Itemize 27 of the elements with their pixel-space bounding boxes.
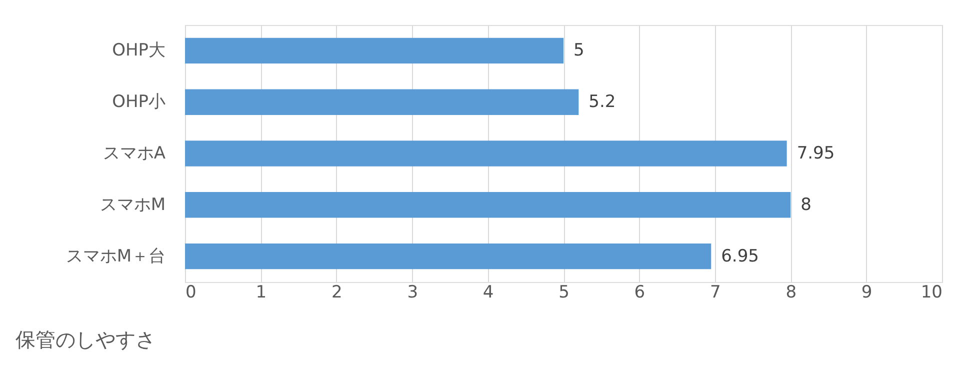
y-tick-label: スマホA [102, 144, 166, 164]
x-axis-title: 保管のしやすさ [16, 328, 156, 352]
bar [185, 89, 579, 115]
x-tick-label: 1 [256, 282, 267, 302]
x-tick-label: 4 [482, 282, 494, 302]
x-tick-label: 8 [786, 282, 797, 302]
x-tick-label: 2 [331, 282, 342, 302]
data-label: 5.2 [588, 92, 616, 112]
x-tick-label: 7 [710, 282, 721, 302]
data-label: 5 [574, 40, 584, 61]
data-label: 7.95 [796, 144, 835, 164]
data-label: 6.95 [721, 246, 759, 266]
bar [185, 192, 791, 218]
y-tick-label: OHP小 [112, 92, 166, 112]
y-tick-label: OHP大 [112, 40, 166, 61]
x-tick-label: 9 [861, 282, 872, 302]
x-tick-label: 10 [920, 282, 942, 302]
x-tick-label: 5 [558, 282, 570, 302]
bar [185, 243, 712, 270]
bar [185, 38, 564, 64]
y-tick-label: スマホM＋台 [66, 246, 166, 266]
x-tick-label: 6 [634, 282, 646, 302]
y-tick-label: スマホM [100, 194, 166, 215]
data-label: 8 [800, 194, 812, 215]
bar [185, 140, 787, 166]
x-tick-label: 3 [407, 282, 418, 302]
x-tick-label: 0 [186, 282, 196, 302]
